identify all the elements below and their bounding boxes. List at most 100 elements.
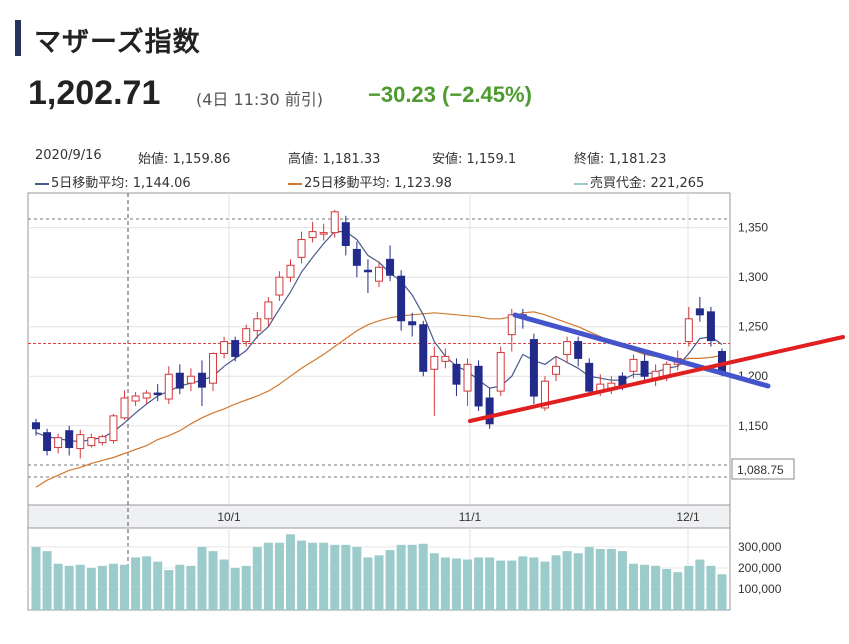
title-accent-bar — [15, 20, 21, 56]
candle-body — [275, 276, 284, 296]
candle-body — [540, 380, 549, 409]
volume-bar — [595, 549, 605, 610]
legend-volume: 売買代金: 221,265 — [574, 172, 704, 191]
volume-bar — [617, 551, 627, 610]
info-close: 終値: 1,181.23 — [574, 152, 667, 167]
candle-body — [684, 318, 693, 343]
candle-body — [363, 269, 372, 273]
volume-bar — [64, 565, 74, 610]
candle-body — [319, 232, 328, 235]
volume-bar — [451, 558, 461, 610]
candle-body — [76, 434, 85, 450]
volume-bar — [297, 540, 307, 610]
candle-body — [109, 415, 118, 442]
volume-bar — [208, 551, 218, 610]
trendline-support — [468, 335, 845, 423]
volume-bar — [164, 570, 174, 610]
volume-bar — [496, 560, 506, 610]
legend-ma5: 5日移動平均: 1,144.06 — [35, 172, 191, 191]
candle-body — [308, 231, 317, 239]
volume-bar — [717, 574, 727, 610]
candle-body — [419, 324, 428, 372]
volume-bar — [108, 563, 118, 610]
candle-body — [253, 318, 262, 332]
candle-body — [585, 362, 594, 392]
volume-bar — [485, 557, 495, 610]
y-tick-label: 1,150 — [738, 419, 768, 433]
candle-body — [375, 266, 383, 282]
candle-body — [175, 372, 184, 389]
volume-bar — [662, 569, 672, 610]
candle-body — [507, 314, 516, 336]
candle-body — [65, 430, 74, 449]
volume-bar — [673, 572, 683, 610]
y-tick-label: 1,300 — [738, 270, 768, 284]
price-change: −30.23 (−2.45%) — [368, 82, 532, 107]
info-low: 安値: 1,159.1 — [432, 152, 517, 167]
volume-bar — [75, 564, 85, 610]
candle-body — [43, 432, 52, 452]
volume-bar — [97, 565, 107, 610]
candle-body — [209, 352, 218, 384]
volume-bar — [230, 567, 240, 610]
info-date: 2020/9/16 — [35, 148, 102, 163]
volume-bar — [584, 546, 594, 610]
volume-bar — [263, 542, 273, 610]
volume-tick-label: 300,000 — [738, 540, 782, 554]
date-axis-band — [27, 504, 731, 529]
volume-bar — [695, 559, 705, 610]
candle-body — [98, 436, 107, 444]
candle-body — [629, 358, 638, 372]
candle-body — [242, 328, 251, 343]
volume-bar — [418, 543, 428, 610]
candle-body — [120, 397, 129, 419]
volume-bar — [540, 561, 550, 610]
volume-bar — [363, 557, 373, 610]
candle-body — [574, 341, 583, 359]
candle-body — [153, 392, 162, 396]
volume-bar — [396, 544, 406, 610]
volume-bar — [562, 551, 572, 610]
trendline-resistance — [512, 312, 771, 389]
page-title: マザーズ指数 — [34, 27, 201, 58]
volume-bar — [86, 567, 96, 610]
candle-body — [352, 248, 361, 266]
ma5-swatch — [35, 182, 49, 185]
volume-bar — [706, 565, 716, 610]
volume-bar — [274, 542, 284, 610]
volume-bar — [628, 563, 638, 610]
candle-body — [706, 311, 715, 342]
x-tick-label: 12/1 — [676, 510, 700, 524]
volume-bar — [131, 557, 141, 610]
candle-body — [563, 341, 572, 355]
volume-bar — [440, 557, 450, 610]
volume-bar — [219, 559, 229, 610]
volume-bar — [463, 559, 473, 610]
volume-bar — [551, 555, 561, 610]
legend-volume-label: 売買代金: 221,265 — [590, 176, 705, 191]
candle-body — [32, 422, 40, 430]
volume-bar — [684, 565, 694, 610]
info-open: 始値: 1,159.86 — [138, 152, 231, 167]
volume-bar — [573, 553, 583, 610]
volume-bar — [186, 565, 196, 610]
legend-ma5-label: 5日移動平均: 1,144.06 — [51, 176, 191, 191]
volume-bar — [252, 546, 262, 610]
current-price: 1,202.71 — [28, 74, 161, 112]
volume-bar — [285, 534, 295, 610]
volume-bar — [31, 546, 41, 610]
volume-bar — [640, 564, 650, 610]
candle-body — [164, 373, 173, 400]
candle-body — [408, 321, 417, 326]
volume-bar — [308, 542, 318, 610]
candle-body — [131, 395, 140, 402]
volume-bar — [142, 556, 152, 610]
volume-bar — [42, 551, 52, 610]
candle-body — [463, 363, 472, 392]
candle-body — [231, 340, 240, 357]
x-tick-label: 10/1 — [217, 510, 241, 524]
volume-bar — [385, 550, 395, 610]
volume-bar — [518, 556, 528, 610]
candle-body — [286, 264, 295, 278]
candle-body — [220, 341, 229, 354]
